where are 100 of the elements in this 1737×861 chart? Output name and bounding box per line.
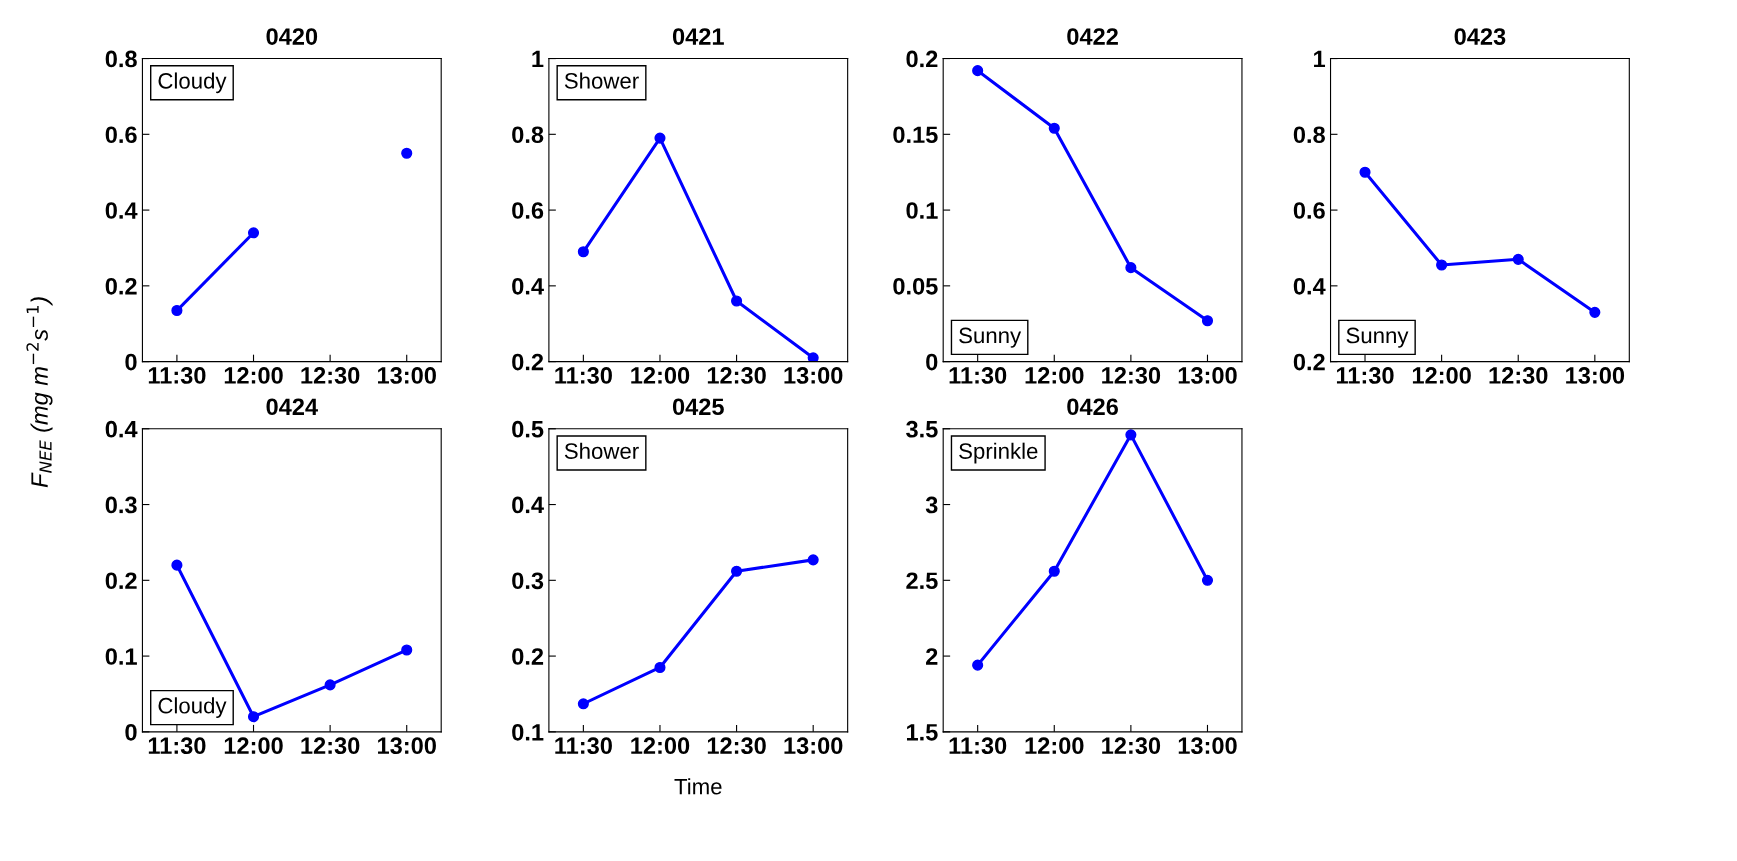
chart-title: 0422 — [1067, 28, 1118, 45]
y-tick-label: 0 — [926, 353, 938, 371]
y-tick-label: 0.5 — [512, 420, 544, 438]
point — [1125, 262, 1137, 274]
y-tick-label: 3 — [925, 496, 938, 514]
point — [247, 227, 260, 239]
point — [1436, 259, 1448, 271]
x-tick-label: 12:00 — [1025, 737, 1084, 755]
y-tick-label: 0.2 — [906, 50, 938, 68]
y-tick-label: 0.3 — [512, 572, 544, 590]
chart-title: 0425 — [672, 398, 724, 416]
point — [1048, 122, 1060, 134]
y-tick-label: 0.05 — [893, 277, 938, 295]
point — [731, 295, 743, 307]
x-tick-label: 13:00 — [1178, 737, 1237, 755]
x-tick-label: 12:30 — [1102, 367, 1161, 384]
y-axis-title: F$_{NEE}$ (mg m$^{−2}$s$^{−1}$) — [26, 297, 53, 488]
x-tick-label: 11:30 — [555, 367, 612, 384]
y-tick-label: 0.1 — [906, 202, 938, 219]
x-tick-label: 12:00 — [631, 737, 690, 755]
point — [972, 65, 984, 77]
chart-title: 0424 — [266, 398, 318, 416]
x-tick-label: 12:30 — [301, 737, 360, 755]
y-tick-label: 0 — [125, 723, 137, 741]
point — [972, 659, 984, 671]
y-tick-label: 0.6 — [512, 202, 544, 219]
y-tick-label: 0.4 — [1293, 277, 1326, 295]
x-tick-label: 11:30 — [949, 367, 1007, 384]
y-tick-label: 0.8 — [105, 50, 137, 68]
y-tick-label: 1 — [532, 50, 544, 68]
y-tick-label: 0.8 — [1293, 126, 1325, 144]
x-tick-label: 12:00 — [1412, 367, 1471, 384]
point — [1359, 166, 1371, 178]
annotation: Shower — [564, 72, 639, 89]
point — [654, 661, 666, 674]
y-tick-label: 0.1 — [105, 648, 137, 665]
x-tick-label: 13:00 — [1178, 367, 1237, 384]
point — [654, 132, 666, 144]
x-tick-label: 13:00 — [784, 737, 843, 755]
x-tick-label: 13:00 — [784, 367, 843, 384]
point — [1125, 429, 1137, 441]
x-tick-label: 13:00 — [378, 737, 436, 755]
point — [247, 711, 260, 723]
x-tick-label: 12:30 — [1489, 367, 1548, 384]
x-tick-label: 12:00 — [1025, 367, 1084, 384]
point — [807, 352, 819, 362]
x-tick-label: 11:30 — [148, 737, 206, 755]
x-tick-label: 12:00 — [631, 367, 690, 384]
point — [1201, 574, 1214, 586]
y-tick-label: 0.2 — [105, 277, 137, 295]
point — [1512, 253, 1524, 265]
x-tick-label: 12:30 — [707, 367, 766, 384]
x-tick-label: 11:30 — [949, 737, 1007, 755]
point — [324, 679, 336, 691]
y-tick-label: 0.4 — [105, 202, 138, 219]
point — [171, 559, 183, 571]
point — [807, 554, 819, 566]
y-tick-label: 0.4 — [512, 496, 544, 514]
point — [1048, 565, 1060, 577]
x-tick-label: 13:00 — [1566, 367, 1625, 384]
y-tick-label: 0.15 — [893, 126, 938, 144]
y-tick-label: 0.4 — [105, 420, 138, 438]
y-tick-label: 0.6 — [105, 126, 137, 144]
y-tick-label: 1.5 — [907, 724, 938, 741]
x-tick-label: 12:30 — [1102, 737, 1161, 755]
point — [577, 246, 589, 258]
point — [1201, 315, 1214, 327]
x-tick-label: 11:30 — [1336, 367, 1394, 384]
point — [1589, 306, 1601, 318]
point — [171, 304, 183, 317]
chart-title: 0421 — [672, 28, 724, 45]
x-axis-title: Time — [674, 778, 722, 795]
y-tick-label: 0.2 — [512, 648, 544, 665]
annotation: Sunny — [1346, 327, 1409, 348]
annotation: Sunny — [959, 327, 1022, 348]
annotation: Sprinkle — [959, 442, 1038, 464]
y-tick-label: 0.6 — [1293, 202, 1325, 219]
annotation: Cloudy — [158, 697, 227, 718]
y-tick-label: 0.1 — [512, 723, 544, 741]
annotation: Cloudy — [158, 72, 227, 94]
y-tick-label: 0.8 — [512, 126, 544, 144]
y-tick-label: 0.4 — [512, 277, 544, 295]
chart-title: 0420 — [266, 28, 318, 45]
point — [577, 698, 589, 710]
y-tick-label: 0.2 — [105, 572, 137, 590]
y-tick-label: 0 — [125, 353, 137, 371]
x-tick-label: 12:30 — [301, 367, 360, 384]
point — [731, 565, 743, 577]
y-tick-label: 2 — [926, 648, 938, 665]
point — [401, 644, 413, 656]
y-tick-label: 1 — [1314, 50, 1326, 68]
y-tick-label: 0.2 — [1293, 353, 1325, 371]
x-tick-label: 11:30 — [555, 737, 612, 755]
point — [401, 147, 413, 159]
y-tick-label: 3.5 — [906, 420, 938, 438]
x-tick-label: 11:30 — [148, 367, 206, 384]
y-tick-label: 2.5 — [906, 572, 938, 590]
chart-title: 0423 — [1454, 28, 1506, 45]
chart-title: 0426 — [1067, 398, 1118, 416]
x-tick-label: 13:00 — [378, 367, 436, 384]
